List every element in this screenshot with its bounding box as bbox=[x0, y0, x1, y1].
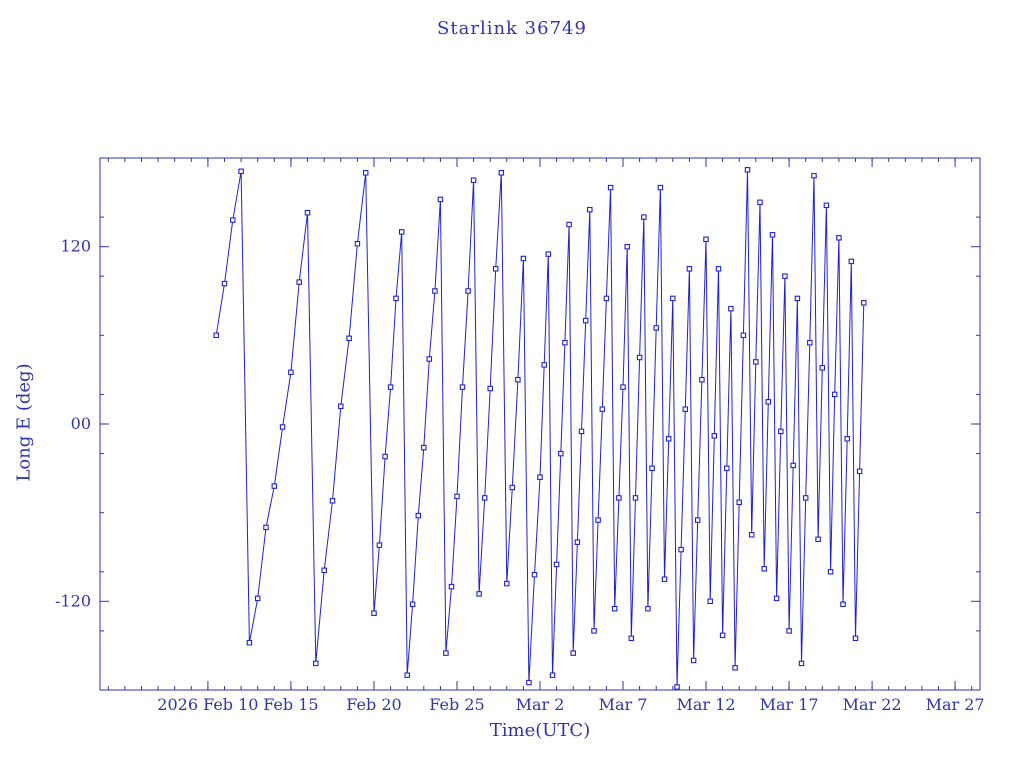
x-axis-label: Time(UTC) bbox=[489, 720, 591, 741]
svg-text:-120: -120 bbox=[55, 591, 91, 610]
svg-text:Feb 15: Feb 15 bbox=[263, 695, 318, 714]
svg-text:Mar 22: Mar 22 bbox=[843, 695, 902, 714]
svg-text:Mar 2: Mar 2 bbox=[516, 695, 565, 714]
svg-text:Feb 20: Feb 20 bbox=[346, 695, 401, 714]
svg-text:120: 120 bbox=[60, 237, 91, 256]
svg-text:Mar 7: Mar 7 bbox=[599, 695, 648, 714]
svg-text:Mar 17: Mar 17 bbox=[760, 695, 819, 714]
svg-text:2026 Feb 10: 2026 Feb 10 bbox=[157, 695, 258, 714]
svg-text:Mar 12: Mar 12 bbox=[676, 695, 735, 714]
svg-text:Mar 27: Mar 27 bbox=[926, 695, 985, 714]
svg-text:Feb 25: Feb 25 bbox=[429, 695, 484, 714]
chart-title: Starlink 36749 bbox=[437, 18, 587, 39]
y-axis-label: Long E (deg) bbox=[13, 363, 35, 482]
svg-text:00: 00 bbox=[71, 414, 91, 433]
